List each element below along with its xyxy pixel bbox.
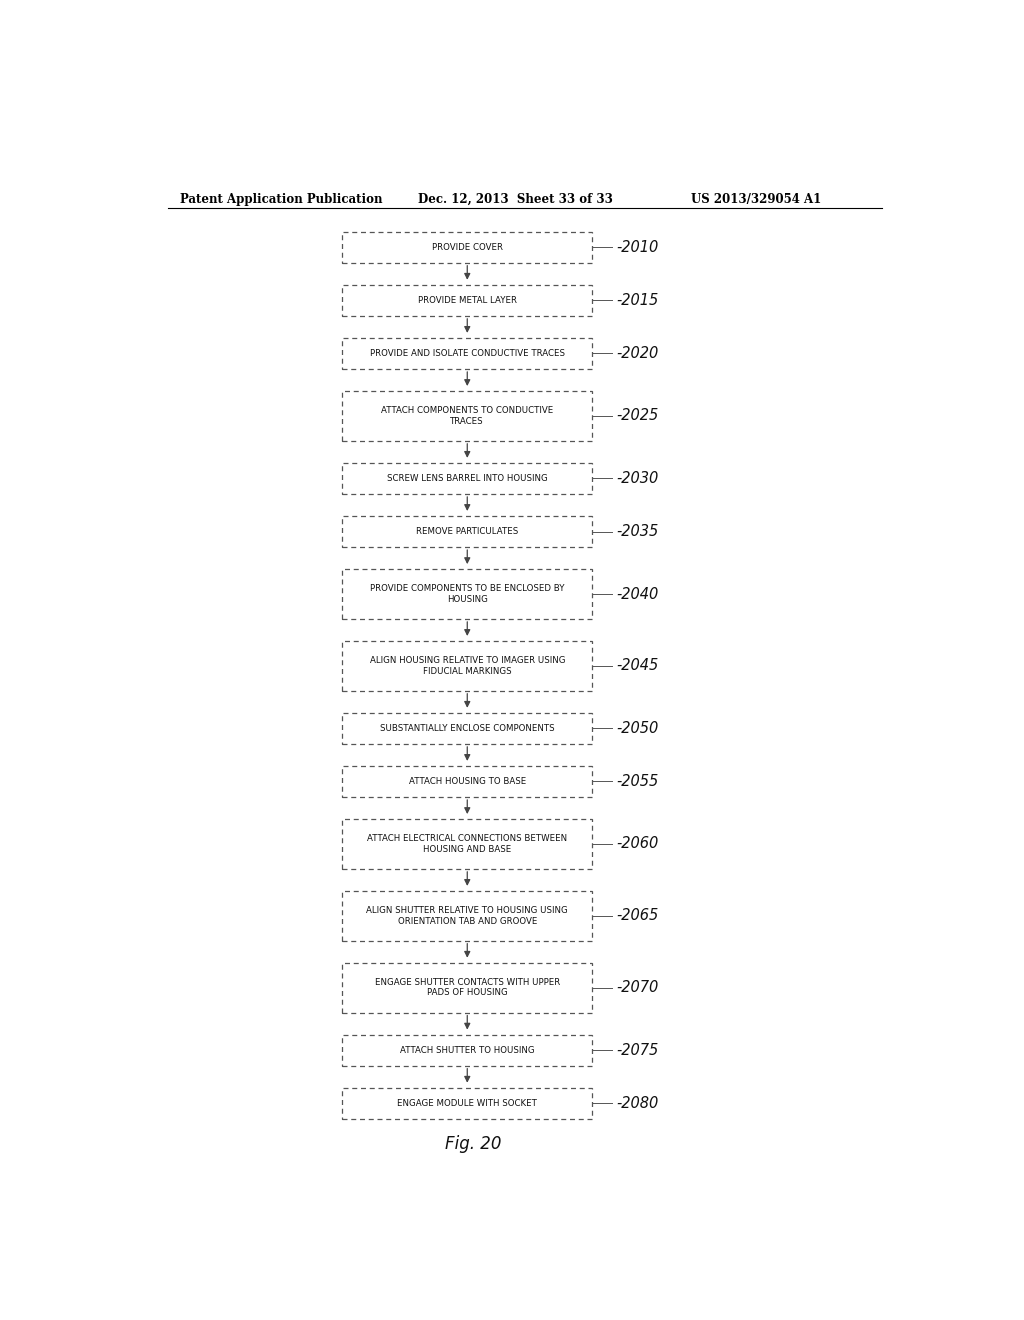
Text: -2070: -2070 — [616, 981, 658, 995]
Text: ATTACH COMPONENTS TO CONDUCTIVE
TRACES: ATTACH COMPONENTS TO CONDUCTIVE TRACES — [381, 407, 553, 425]
Bar — [342, 231, 592, 263]
Bar — [342, 962, 592, 1012]
Text: ATTACH ELECTRICAL CONNECTIONS BETWEEN
HOUSING AND BASE: ATTACH ELECTRICAL CONNECTIONS BETWEEN HO… — [368, 834, 567, 854]
Text: PROVIDE COVER: PROVIDE COVER — [432, 243, 503, 252]
Bar — [342, 1088, 592, 1119]
Text: -2080: -2080 — [616, 1096, 658, 1110]
Text: Patent Application Publication: Patent Application Publication — [179, 193, 382, 206]
Text: -2020: -2020 — [616, 346, 658, 360]
Bar — [342, 1035, 592, 1065]
Bar — [342, 463, 592, 494]
Text: PROVIDE METAL LAYER: PROVIDE METAL LAYER — [418, 296, 517, 305]
Bar — [342, 569, 592, 619]
Text: REMOVE PARTICULATES: REMOVE PARTICULATES — [416, 527, 518, 536]
Text: ATTACH SHUTTER TO HOUSING: ATTACH SHUTTER TO HOUSING — [400, 1045, 535, 1055]
Text: -2065: -2065 — [616, 908, 658, 923]
Text: Fig. 20: Fig. 20 — [445, 1135, 502, 1154]
Text: -2030: -2030 — [616, 471, 658, 486]
Text: SUBSTANTIALLY ENCLOSE COMPONENTS: SUBSTANTIALLY ENCLOSE COMPONENTS — [380, 723, 555, 733]
Text: -2040: -2040 — [616, 586, 658, 602]
Bar — [342, 391, 592, 441]
Text: -2060: -2060 — [616, 837, 658, 851]
Text: ENGAGE MODULE WITH SOCKET: ENGAGE MODULE WITH SOCKET — [397, 1098, 538, 1107]
Text: -2050: -2050 — [616, 721, 658, 735]
Text: ATTACH HOUSING TO BASE: ATTACH HOUSING TO BASE — [409, 777, 526, 785]
Text: ALIGN HOUSING RELATIVE TO IMAGER USING
FIDUCIAL MARKINGS: ALIGN HOUSING RELATIVE TO IMAGER USING F… — [370, 656, 565, 676]
Text: -2025: -2025 — [616, 408, 658, 424]
Bar — [342, 713, 592, 744]
Text: -2035: -2035 — [616, 524, 658, 539]
Bar — [342, 766, 592, 797]
Text: ENGAGE SHUTTER CONTACTS WITH UPPER
PADS OF HOUSING: ENGAGE SHUTTER CONTACTS WITH UPPER PADS … — [375, 978, 560, 998]
Bar — [342, 338, 592, 370]
Text: -2045: -2045 — [616, 659, 658, 673]
Text: PROVIDE COMPONENTS TO BE ENCLOSED BY
HOUSING: PROVIDE COMPONENTS TO BE ENCLOSED BY HOU… — [370, 585, 564, 603]
Text: -2010: -2010 — [616, 240, 658, 255]
Text: US 2013/329054 A1: US 2013/329054 A1 — [691, 193, 821, 206]
Bar — [342, 642, 592, 690]
Bar — [342, 818, 592, 869]
Bar — [342, 285, 592, 315]
Text: -2055: -2055 — [616, 774, 658, 789]
Text: -2015: -2015 — [616, 293, 658, 308]
Text: ALIGN SHUTTER RELATIVE TO HOUSING USING
ORIENTATION TAB AND GROOVE: ALIGN SHUTTER RELATIVE TO HOUSING USING … — [367, 906, 568, 925]
Text: SCREW LENS BARREL INTO HOUSING: SCREW LENS BARREL INTO HOUSING — [387, 474, 548, 483]
Bar — [342, 891, 592, 941]
Text: PROVIDE AND ISOLATE CONDUCTIVE TRACES: PROVIDE AND ISOLATE CONDUCTIVE TRACES — [370, 348, 565, 358]
Text: Dec. 12, 2013  Sheet 33 of 33: Dec. 12, 2013 Sheet 33 of 33 — [418, 193, 612, 206]
Bar — [342, 516, 592, 548]
Text: -2075: -2075 — [616, 1043, 658, 1057]
